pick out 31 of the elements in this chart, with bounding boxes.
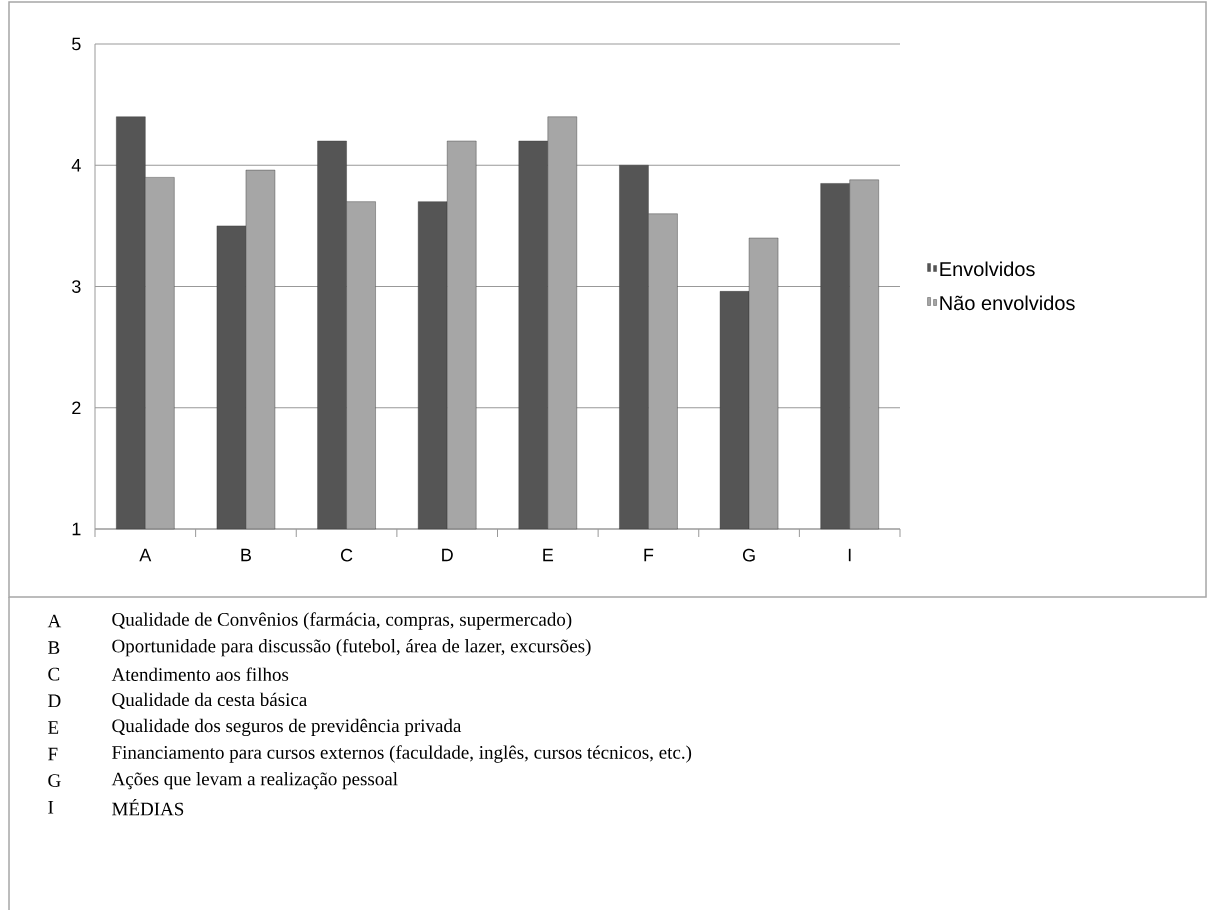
y-tick-label: 5: [72, 37, 81, 51]
category-label: E: [48, 721, 59, 734]
x-tick-label: E: [543, 548, 554, 562]
x-tick-label: I: [848, 548, 851, 562]
text: Qualidade dos seguros de previdência privada: [112, 718, 462, 737]
x-tick-label: G: [742, 548, 755, 562]
x-tick-label: F: [644, 548, 654, 562]
y-tick-label: 1: [72, 522, 81, 536]
category-label: F: [48, 747, 58, 761]
y-tick-label: 3: [72, 280, 81, 293]
x-tick-label: A: [139, 548, 152, 562]
x-tick-label: C: [340, 548, 353, 562]
text: MÉDIAS: [112, 799, 184, 816]
category-label: G: [48, 774, 61, 788]
text: Atendimento aos filhos: [111, 667, 289, 682]
legend-label: Envolvidos: [940, 261, 1035, 277]
category-label: D: [48, 694, 61, 708]
text: Oportunidade para discussão (futebol, área de lazer, excursões): [112, 639, 591, 657]
category-label: I: [48, 801, 54, 814]
y-tick-label: 4: [71, 159, 81, 172]
text: Ações que levam a realização pessoal: [111, 772, 398, 790]
x-tick-label: B: [241, 548, 251, 562]
x-tick-label: D: [442, 548, 453, 562]
category-label: C: [48, 667, 60, 681]
category-label: A: [47, 614, 62, 628]
text: Financiamento para cursos externos (faculdade, inglês, cursos técnicos, etc.): [112, 745, 692, 763]
category-label: B: [48, 641, 60, 654]
text: Qualidade de Convênios (farmácia, compras, supermercado): [112, 612, 572, 630]
legend-label: Não envolvidos: [940, 295, 1075, 311]
y-tick-label: 2: [72, 401, 81, 415]
text: Qualidade da cesta básica: [112, 692, 308, 710]
